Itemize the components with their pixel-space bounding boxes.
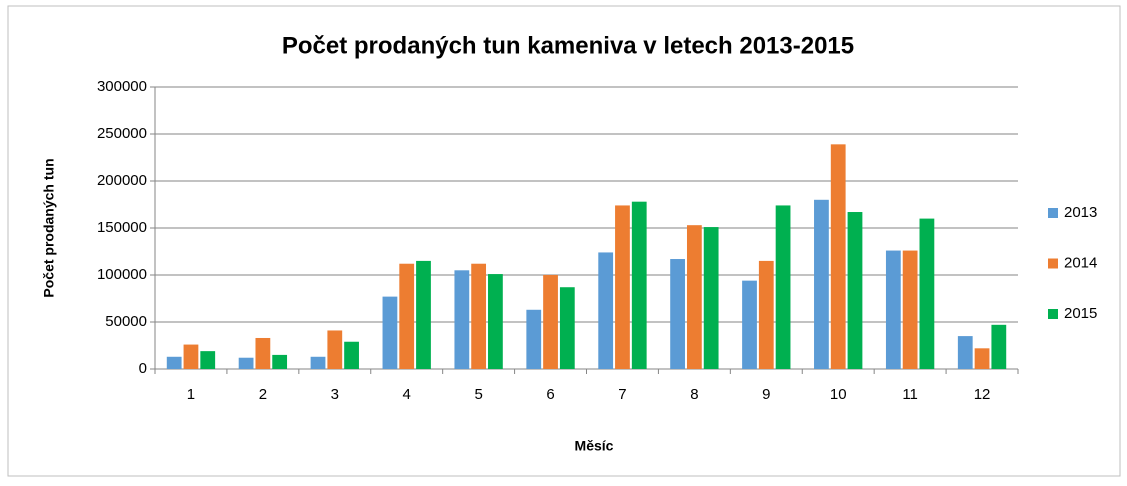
bar <box>902 250 918 369</box>
legend-swatch <box>1048 258 1058 269</box>
y-tick-label: 100000 <box>97 266 147 283</box>
bar <box>543 275 558 369</box>
bar <box>471 263 487 369</box>
bar <box>847 212 863 369</box>
y-tick-label: 50000 <box>105 313 147 330</box>
legend-swatch <box>1048 208 1058 218</box>
x-tick-label: 12 <box>974 386 991 403</box>
bar <box>238 357 254 369</box>
bar <box>919 218 935 369</box>
y-tick-label: 0 <box>139 360 147 377</box>
chart-title: Počet prodaných tun kameniva v letech 20… <box>282 32 854 59</box>
y-tick-label: 300000 <box>97 78 147 95</box>
bar <box>382 296 398 369</box>
bar <box>272 354 288 369</box>
bar <box>686 225 702 369</box>
x-tick-label: 5 <box>474 386 482 403</box>
bar <box>488 274 503 369</box>
bar <box>399 263 415 369</box>
bar <box>742 280 757 369</box>
x-tick-label: 3 <box>331 386 339 403</box>
bar <box>670 259 685 369</box>
bar <box>166 356 182 369</box>
bar <box>416 260 431 369</box>
y-tick-label: 150000 <box>97 219 147 236</box>
bar <box>703 227 719 369</box>
y-tick-label: 250000 <box>97 125 147 142</box>
x-tick-label: 8 <box>690 386 698 403</box>
x-tick-label: 2 <box>259 386 267 403</box>
legend-label: 2015 <box>1064 305 1097 322</box>
bar <box>775 205 791 369</box>
bar <box>991 324 1007 369</box>
bar <box>327 330 343 369</box>
legend-label: 2014 <box>1064 254 1097 271</box>
bar <box>344 341 359 369</box>
bar <box>526 309 542 369</box>
bar <box>957 336 973 369</box>
x-tick-label: 9 <box>762 386 770 403</box>
bar <box>974 348 990 369</box>
bar <box>454 270 470 369</box>
bar <box>758 260 774 369</box>
legend-swatch <box>1048 309 1058 319</box>
x-tick-label: 7 <box>618 386 626 403</box>
bar <box>615 205 630 369</box>
bar <box>559 287 575 369</box>
bar <box>310 356 326 369</box>
x-axis-label: Měsíc <box>575 438 614 454</box>
bar <box>830 144 846 369</box>
bar <box>885 250 901 369</box>
bar <box>598 252 614 369</box>
y-axis-label: Počet prodaných tun <box>41 158 57 297</box>
legend-label: 2013 <box>1064 204 1097 221</box>
chart-frame <box>7 5 1121 477</box>
bar <box>814 199 829 369</box>
bar <box>255 337 271 369</box>
x-tick-label: 1 <box>187 386 195 403</box>
y-tick-label: 200000 <box>97 172 147 189</box>
x-tick-label: 6 <box>546 386 554 403</box>
x-tick-label: 10 <box>830 386 847 403</box>
bar <box>200 351 216 369</box>
bar <box>631 201 647 369</box>
x-tick-label: 11 <box>902 386 918 403</box>
bar <box>183 344 199 369</box>
x-tick-label: 4 <box>403 386 411 403</box>
